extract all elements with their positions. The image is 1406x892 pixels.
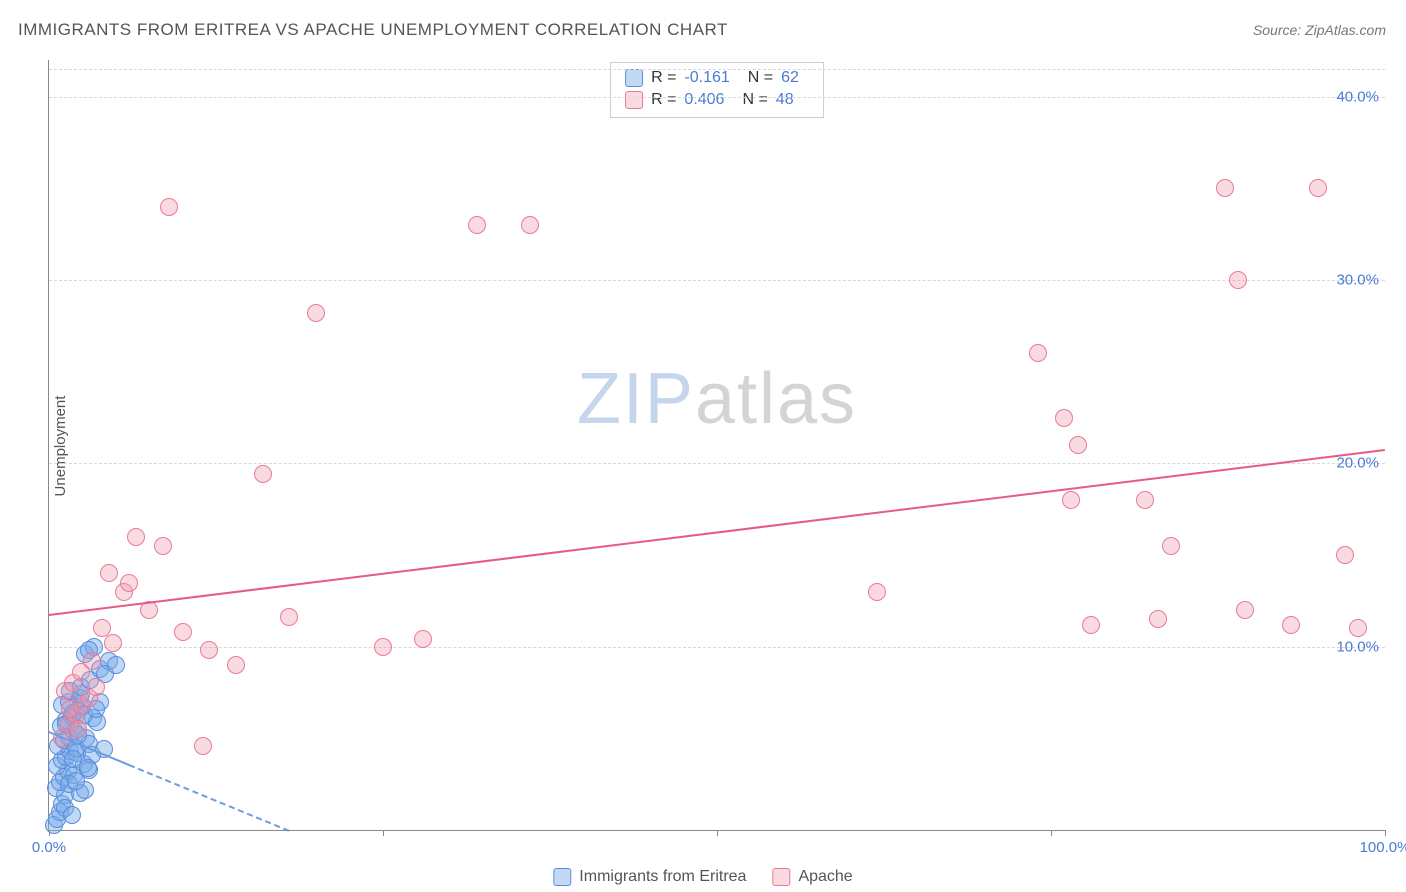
data-point-s1 <box>87 678 105 696</box>
data-point-s0 <box>79 759 97 777</box>
x-tick-label: 100.0% <box>1360 839 1406 856</box>
data-point-s1 <box>868 583 886 601</box>
x-tick-label: 0.0% <box>32 839 66 856</box>
x-tick-mark <box>717 830 718 836</box>
watermark-part2: atlas <box>695 359 857 439</box>
series-legend: Immigrants from Eritrea Apache <box>553 868 852 886</box>
data-point-s1 <box>280 608 298 626</box>
watermark: ZIPatlas <box>577 358 857 440</box>
data-point-s1 <box>174 623 192 641</box>
x-tick-mark <box>1051 830 1052 836</box>
data-point-s1 <box>521 216 539 234</box>
data-point-s1 <box>127 528 145 546</box>
watermark-part1: ZIP <box>577 359 695 439</box>
data-point-s1 <box>1149 610 1167 628</box>
data-point-s1 <box>83 652 101 670</box>
trend-line <box>49 449 1385 616</box>
stats-row-series1: R = 0.406 N = 48 <box>625 89 809 111</box>
x-tick-mark <box>383 830 384 836</box>
gridline-h <box>49 97 1385 98</box>
gridline-h <box>49 463 1385 464</box>
data-point-s1 <box>1029 344 1047 362</box>
data-point-s1 <box>1082 616 1100 634</box>
n-value-0: 62 <box>781 69 799 87</box>
source-name: ZipAtlas.com <box>1305 22 1386 38</box>
data-point-s1 <box>1216 179 1234 197</box>
source-attribution: Source: ZipAtlas.com <box>1253 22 1386 38</box>
y-tick-label: 30.0% <box>1336 272 1379 289</box>
data-point-s1 <box>1055 409 1073 427</box>
y-tick-label: 20.0% <box>1336 455 1379 472</box>
x-tick-mark <box>1385 830 1386 836</box>
data-point-s1 <box>414 630 432 648</box>
r-label-0: R = <box>651 69 676 87</box>
gridline-h <box>49 280 1385 281</box>
data-point-s1 <box>227 656 245 674</box>
legend-item-series1: Apache <box>772 868 852 886</box>
correlation-stats-legend: R = -0.161 N = 62 R = 0.406 N = 48 <box>610 62 824 118</box>
data-point-s1 <box>1349 619 1367 637</box>
data-point-s0 <box>107 656 125 674</box>
data-point-s1 <box>61 700 79 718</box>
r-label-1: R = <box>651 91 676 109</box>
swatch-series1-icon <box>625 91 643 109</box>
legend-swatch-1-icon <box>772 868 790 886</box>
data-point-s1 <box>160 198 178 216</box>
data-point-s1 <box>69 720 87 738</box>
data-point-s1 <box>154 537 172 555</box>
stats-row-series0: R = -0.161 N = 62 <box>625 67 809 89</box>
data-point-s1 <box>1162 537 1180 555</box>
legend-label-1: Apache <box>798 868 852 886</box>
data-point-s1 <box>254 465 272 483</box>
data-point-s1 <box>468 216 486 234</box>
n-label-0: N = <box>748 69 773 87</box>
data-point-s1 <box>120 574 138 592</box>
trend-line <box>129 764 290 832</box>
scatter-plot-area: ZIPatlas R = -0.161 N = 62 R = 0.406 N =… <box>48 60 1385 831</box>
swatch-series0-icon <box>625 69 643 87</box>
n-label-1: N = <box>742 91 767 109</box>
chart-title: IMMIGRANTS FROM ERITREA VS APACHE UNEMPL… <box>18 20 728 40</box>
data-point-s1 <box>200 641 218 659</box>
data-point-s1 <box>1236 601 1254 619</box>
gridline-h <box>49 69 1385 70</box>
n-value-1: 48 <box>776 91 794 109</box>
data-point-s1 <box>1062 491 1080 509</box>
gridline-h <box>49 647 1385 648</box>
legend-item-series0: Immigrants from Eritrea <box>553 868 746 886</box>
data-point-s1 <box>1229 271 1247 289</box>
legend-label-0: Immigrants from Eritrea <box>579 868 746 886</box>
data-point-s1 <box>1336 546 1354 564</box>
y-tick-label: 40.0% <box>1336 88 1379 105</box>
data-point-s1 <box>104 634 122 652</box>
data-point-s1 <box>194 737 212 755</box>
data-point-s1 <box>1309 179 1327 197</box>
source-label: Source: <box>1253 22 1305 38</box>
data-point-s1 <box>100 564 118 582</box>
data-point-s0 <box>63 806 81 824</box>
legend-swatch-0-icon <box>553 868 571 886</box>
data-point-s1 <box>1282 616 1300 634</box>
y-tick-label: 10.0% <box>1336 638 1379 655</box>
data-point-s1 <box>1069 436 1087 454</box>
r-value-0: -0.161 <box>684 69 729 87</box>
data-point-s1 <box>1136 491 1154 509</box>
r-value-1: 0.406 <box>684 91 724 109</box>
data-point-s1 <box>307 304 325 322</box>
data-point-s1 <box>374 638 392 656</box>
